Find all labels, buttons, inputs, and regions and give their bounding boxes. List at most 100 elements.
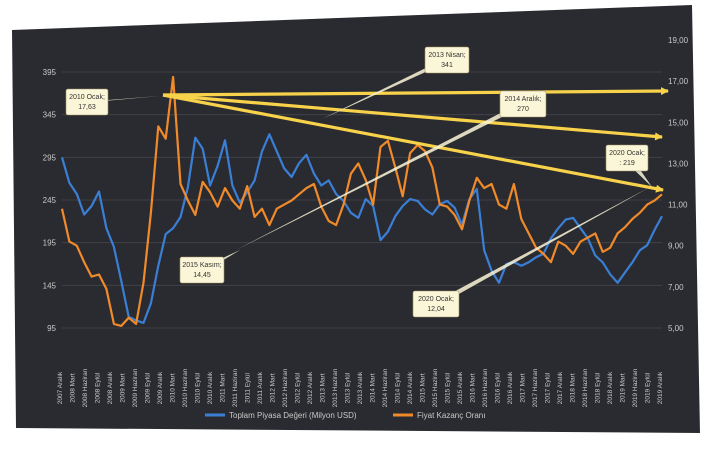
callout: 2013 Nisan; 341: [322, 46, 470, 119]
callout-text: 2020 Ocak;: [418, 296, 454, 303]
callout-box: [499, 90, 547, 118]
x-tick-label: 2018 Mart: [570, 373, 577, 402]
x-tick-label: 2016 Aralık: [507, 371, 514, 404]
right-tick-label: 11,00: [668, 201, 688, 210]
x-tick-label: 2012 Eylül: [295, 372, 302, 403]
x-tick-label: 2010 Eylül: [195, 372, 202, 403]
x-tick-label: 2013 Haziran: [332, 368, 339, 407]
x-tick-label: 2016 Mart: [470, 373, 477, 402]
callout-text: 2010 Ocak;: [69, 94, 105, 101]
x-tick-label: 2008 Aralık: [107, 371, 114, 404]
callout-pointer: [236, 104, 528, 250]
legend-label: Fiyat Kazanç Oranı: [417, 411, 485, 420]
x-tick-label: 2011 Eylül: [245, 373, 252, 403]
legend-item: Toplam Piyasa Değeri (Milyon USD): [205, 411, 357, 420]
x-tick-label: 2018 Haziran: [582, 368, 589, 407]
x-tick-label: 2014 Eylül: [395, 372, 402, 403]
left-tick-label: 95: [47, 324, 56, 333]
x-tick-label: 2016 Eylül: [495, 372, 502, 403]
right-tick-label: 13,00: [668, 159, 689, 168]
trend-arrow: [162, 93, 664, 193]
callout-box: [179, 256, 225, 284]
callout: 2014 Aralık; 270: [236, 90, 547, 250]
x-tick-label: 2011 Mart: [220, 373, 227, 402]
callout-text: 17,63: [78, 104, 96, 111]
x-tick-label: 2013 Aralık: [357, 371, 364, 404]
x-tick-label: 2019 Haziran: [632, 368, 639, 407]
callout: 2015 Kasım; 14,45: [179, 250, 240, 284]
legend-item: Fiyat Kazanç Oranı: [393, 411, 485, 420]
callout-text: 270: [517, 106, 529, 113]
x-tick-label: 2018 Aralık: [607, 371, 614, 404]
x-tick-label: 2008 Mart: [70, 373, 77, 402]
callout: 2020 Ocak; : 219: [605, 144, 652, 187]
x-tick-label: 2019 Eylül: [645, 372, 652, 403]
callout-text: 12,04: [427, 306, 445, 313]
x-tick-label: 2015 Eylül: [445, 372, 452, 403]
callout-box: [412, 290, 460, 318]
x-tick-label: 2008 Eylül: [95, 372, 102, 403]
callout-box: [65, 88, 109, 116]
x-tick-label: 2017 Mart: [520, 373, 527, 402]
right-axis: 19,00 17,00 15,00 13,00 11,00 9,00 7,00 5,00: [668, 36, 689, 333]
x-axis: 2007 Aralık 2008 Mart 2008 Haziran 2008 Eyl…: [57, 368, 664, 407]
x-tick-label: 2017 Aralık: [557, 371, 564, 404]
legend: Toplam Piyasa Değeri (Milyon USD) Fiyat K…: [205, 411, 485, 420]
callout-box: [424, 46, 470, 74]
x-tick-label: 2010 Mart: [170, 373, 177, 402]
x-tick-label: 2015 Haziran: [432, 368, 439, 407]
x-tick-label: 2016 Haziran: [482, 368, 489, 407]
x-tick-label: 2013 Mart: [320, 373, 327, 402]
legend-label: Toplam Piyasa Değeri (Milyon USD): [229, 411, 357, 420]
x-tick-label: 2018 Eylül: [595, 372, 602, 403]
x-tick-label: 2012 Haziran: [282, 368, 289, 407]
right-tick-label: 15,00: [668, 118, 689, 127]
left-tick-label: 195: [43, 239, 57, 248]
x-tick-label: 2013 Eylül: [345, 372, 352, 403]
x-tick-label: 2014 Aralık: [407, 371, 414, 404]
x-tick-label: 2012 Aralık: [307, 371, 314, 404]
series-layer: [60, 75, 663, 327]
left-tick-label: 395: [43, 68, 57, 77]
right-tick-label: 17,00: [668, 77, 689, 86]
x-tick-label: 2011 Haziran: [232, 369, 239, 408]
x-tick-label: 2007 Aralık: [57, 371, 64, 404]
gridlines: [62, 71, 662, 329]
callout-text: 2013 Nisan;: [428, 52, 465, 59]
callout-box: [605, 144, 649, 172]
series-line-1: [60, 75, 663, 327]
callout-text: 14,45: [193, 272, 211, 279]
trend-arrow: [162, 93, 663, 141]
x-tick-label: 2015 Mart: [420, 373, 427, 402]
x-tick-label: 2019 Mart: [620, 373, 627, 402]
x-tick-label: 2019 Aralık: [657, 371, 664, 404]
x-tick-label: 2014 Mart: [370, 373, 377, 402]
callout-text: : 219: [619, 160, 635, 167]
right-tick-label: 7,00: [668, 283, 684, 292]
x-tick-label: 2012 Mart: [270, 373, 277, 402]
callouts: 2010 Ocak; 17,63 2013 Nisan; 341 2014 Aralık…: [65, 46, 652, 318]
right-tick-label: 19,00: [668, 36, 689, 45]
trend-arrows: [162, 87, 669, 193]
trend-arrow: [162, 87, 669, 97]
callout-text: 2015 Kasım;: [182, 262, 221, 269]
x-tick-label: 2008 Haziran: [82, 368, 89, 407]
left-tick-label: 145: [43, 281, 57, 290]
x-tick-label: 2009 Eylül: [145, 372, 152, 403]
left-tick-label: 245: [43, 196, 57, 205]
x-tick-label: 2009 Aralık: [157, 371, 164, 404]
callout: 2010 Ocak; 17,63: [65, 88, 160, 116]
x-tick-label: 2010 Aralık: [207, 371, 214, 404]
callout-text: 2020 Ocak;: [609, 150, 645, 157]
left-axis: 395 345 295 245 195 145 95: [43, 68, 57, 333]
x-tick-label: 2010 Haziran: [182, 368, 189, 407]
x-tick-label: 2009 Mart: [120, 373, 127, 402]
callout-text: 2014 Aralık;: [505, 96, 542, 103]
right-tick-label: 9,00: [668, 242, 684, 251]
x-tick-label: 2015 Aralık: [457, 371, 464, 404]
callout-pointer: [431, 187, 650, 304]
chart-panel: [12, 5, 700, 433]
left-tick-label: 345: [43, 111, 57, 120]
